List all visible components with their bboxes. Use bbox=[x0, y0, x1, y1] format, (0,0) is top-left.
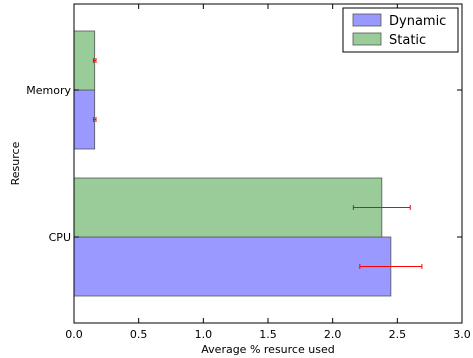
legend: Dynamic Static bbox=[342, 7, 459, 53]
x-tick-label: 2.5 bbox=[389, 328, 407, 341]
error-bar-static-cpu bbox=[352, 205, 411, 210]
y-axis-label: Resurce bbox=[9, 141, 22, 185]
y-tick-label-memory: Memory bbox=[26, 84, 71, 97]
legend-label-dynamic: Dynamic bbox=[389, 14, 446, 29]
x-axis-ticks: 0.0 0.5 1.0 1.5 2.0 2.5 3.0 bbox=[65, 4, 471, 341]
bar-static-memory bbox=[73, 30, 96, 91]
legend-swatch-dynamic bbox=[352, 13, 382, 27]
x-axis-label: Average % resurce used bbox=[201, 343, 334, 356]
bar-dynamic-memory bbox=[73, 89, 96, 150]
x-tick-label: 3.0 bbox=[453, 328, 471, 341]
x-tick-label: 2.0 bbox=[324, 328, 342, 341]
error-bar-static-memory bbox=[92, 58, 97, 63]
error-bars-group bbox=[92, 58, 423, 269]
error-bar-dynamic-memory bbox=[92, 117, 97, 122]
y-tick-label-cpu: CPU bbox=[49, 231, 71, 244]
y-axis-ticks: CPU Memory bbox=[26, 84, 462, 244]
bar-dynamic-cpu bbox=[73, 236, 392, 297]
bar-static-cpu bbox=[73, 177, 383, 238]
error-bar-dynamic-cpu bbox=[359, 264, 423, 269]
legend-label-static: Static bbox=[389, 33, 426, 48]
x-tick-label: 1.5 bbox=[259, 328, 277, 341]
bars-group bbox=[73, 30, 392, 297]
x-tick-label: 1.0 bbox=[195, 328, 213, 341]
x-tick-label: 0.0 bbox=[65, 328, 83, 341]
legend-swatch-static bbox=[352, 32, 382, 46]
x-tick-label: 0.5 bbox=[130, 328, 148, 341]
